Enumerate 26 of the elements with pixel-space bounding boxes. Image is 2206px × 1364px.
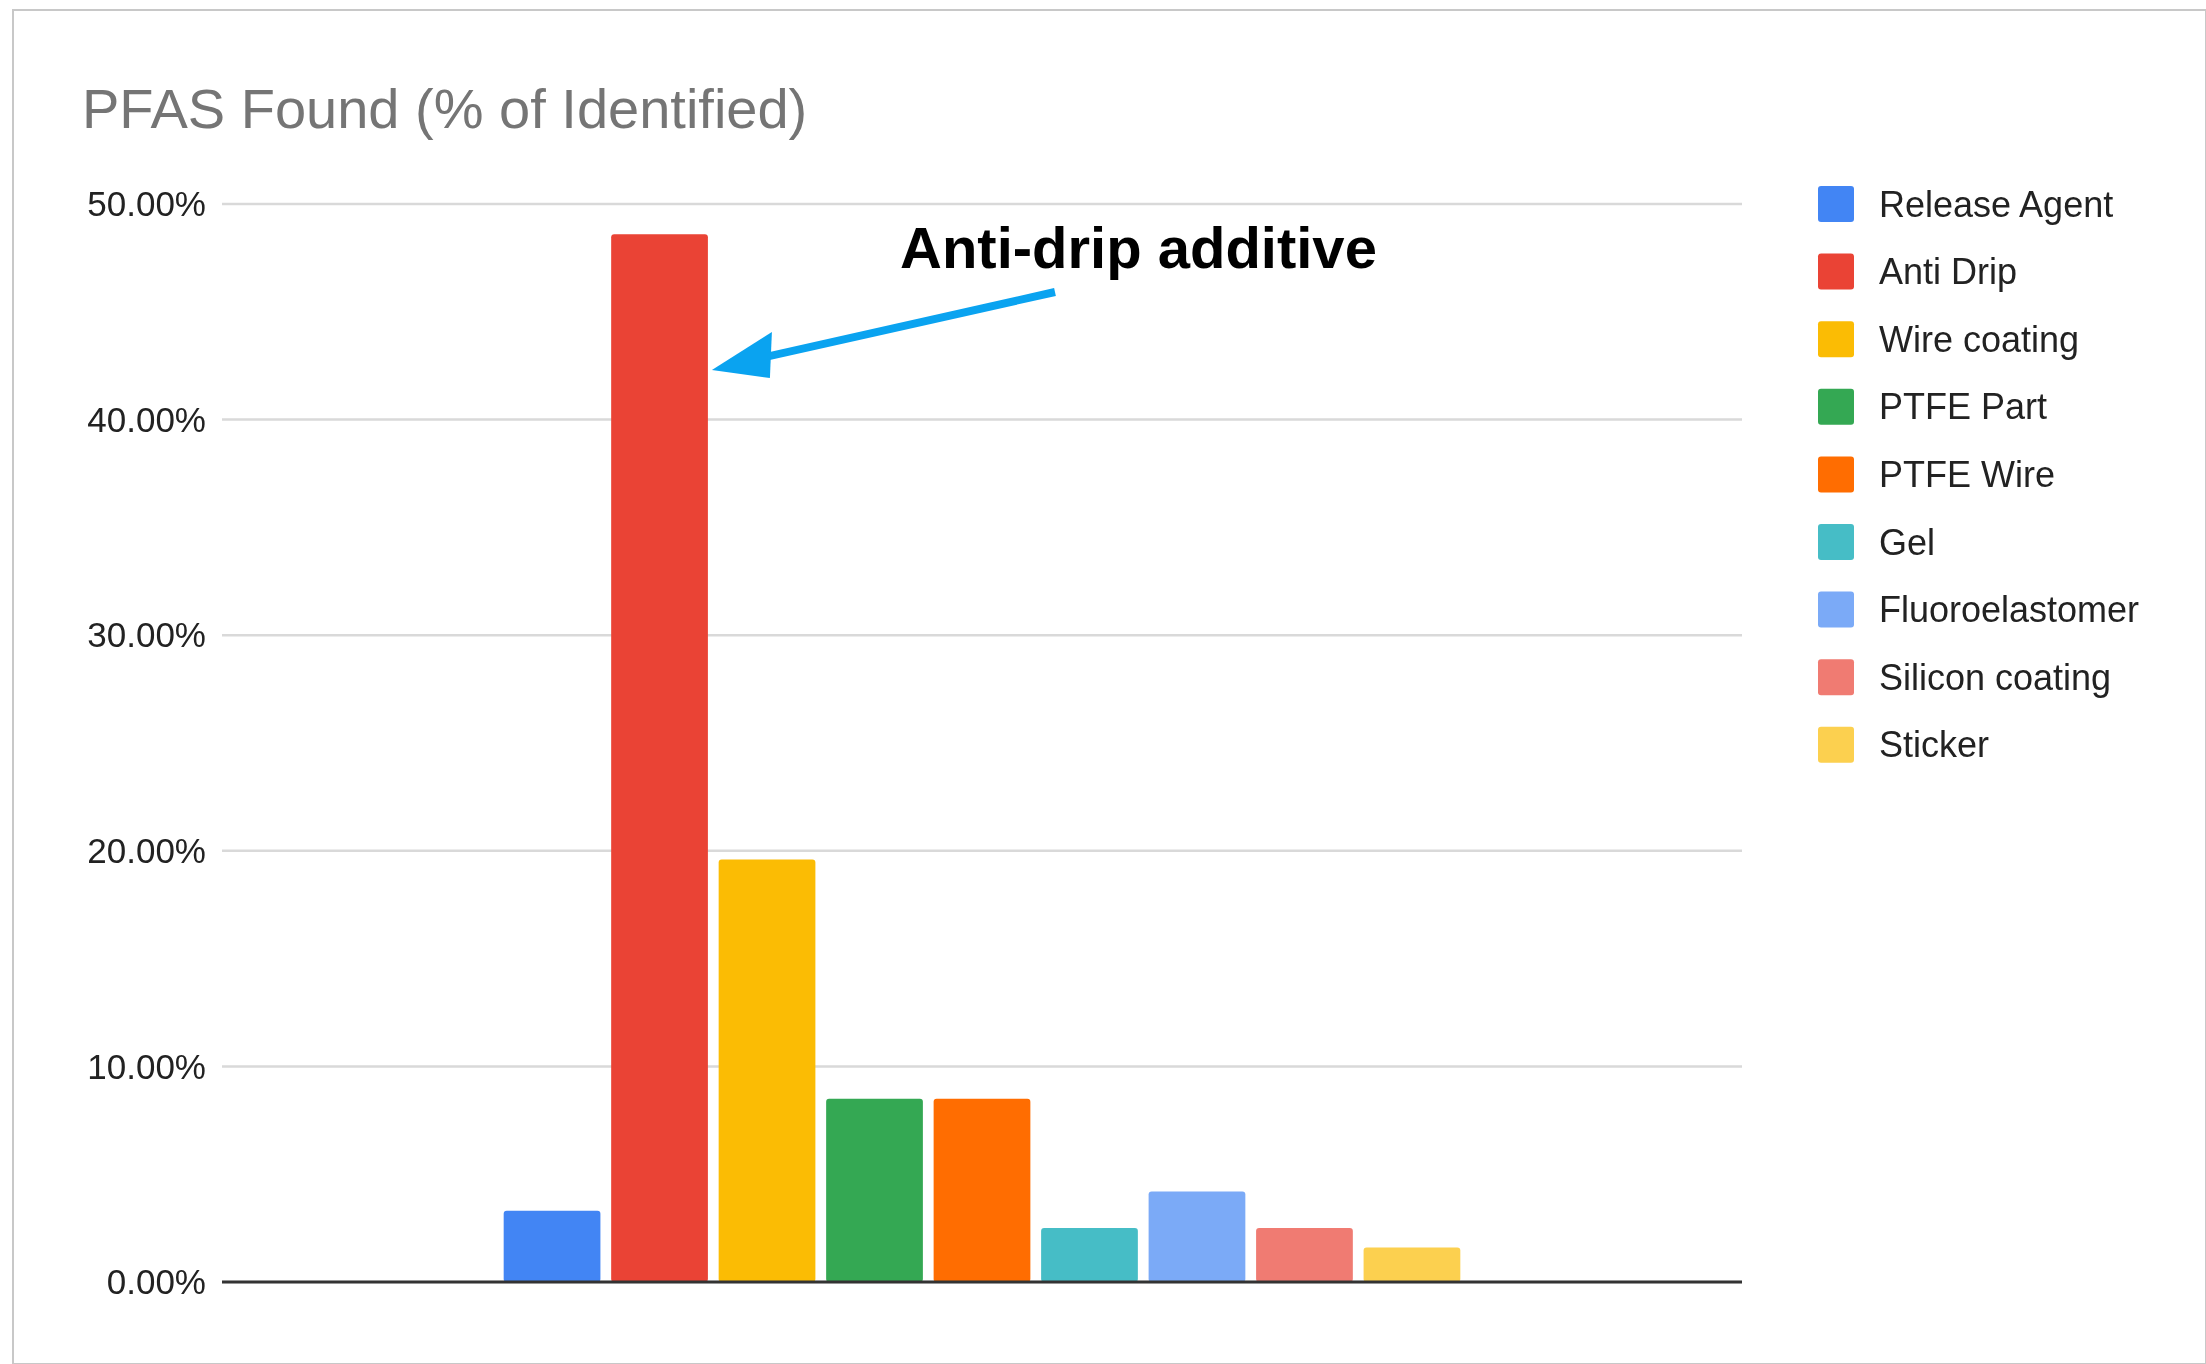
bar (503, 1210, 601, 1282)
y-tick-label: 20.00% (87, 831, 206, 871)
y-tick-label: 10.00% (87, 1046, 206, 1086)
bar (718, 859, 816, 1282)
legend-label: PTFE Wire (1879, 454, 2055, 495)
legend-label: Fluoroelastomer (1879, 589, 2140, 631)
annotation: Anti-drip additive (900, 215, 1377, 280)
y-tick-label: 30.00% (87, 615, 206, 655)
y-tick-label: 40.00% (87, 399, 206, 439)
legend-label: Release Agent (1879, 183, 2114, 225)
bar (933, 1098, 1031, 1282)
legend-label: Sticker (1879, 724, 1990, 766)
legend-label: Anti Drip (1879, 251, 2018, 293)
bar (1041, 1228, 1138, 1282)
legend-label: Silicon coating (1879, 656, 2112, 698)
bar (826, 1098, 923, 1282)
legend-label: PTFE Part (1879, 386, 2048, 428)
legend-label: Gel (1879, 521, 1936, 563)
y-tick-label: 0.00% (106, 1262, 206, 1302)
chart-title: PFAS Found (% of Identified) (82, 77, 808, 140)
bar (1148, 1191, 1246, 1282)
legend-label: Wire coating (1879, 318, 2080, 360)
bar (611, 234, 708, 1282)
y-tick-label: 50.00% (87, 184, 206, 224)
bar (1363, 1247, 1461, 1282)
bar (1256, 1228, 1353, 1282)
